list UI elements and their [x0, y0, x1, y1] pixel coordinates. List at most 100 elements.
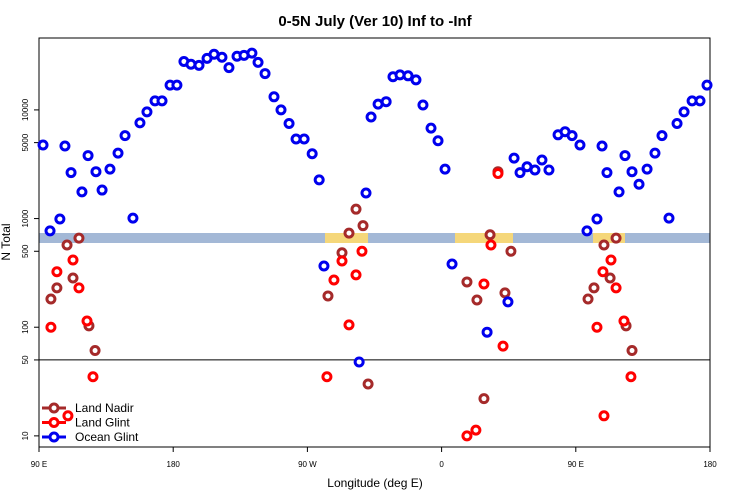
- point: [484, 229, 496, 241]
- point: [671, 117, 683, 129]
- point: [649, 147, 661, 159]
- point: [380, 96, 392, 108]
- point: [485, 239, 497, 251]
- point: [641, 163, 653, 175]
- point: [610, 282, 622, 294]
- point: [591, 321, 603, 333]
- point: [357, 220, 369, 232]
- point: [318, 260, 330, 272]
- x-tick-label: 90 E: [31, 460, 47, 469]
- point: [37, 139, 49, 151]
- point: [536, 154, 548, 166]
- point: [298, 133, 310, 145]
- point: [81, 315, 93, 327]
- x-tick-label: 180: [703, 460, 717, 469]
- point: [678, 106, 690, 118]
- point: [598, 239, 610, 251]
- x-tick-label: 90 E: [568, 460, 584, 469]
- point: [67, 254, 79, 266]
- point: [350, 203, 362, 215]
- point: [492, 167, 504, 179]
- y-axis-label: N Total: [0, 223, 13, 260]
- point: [581, 225, 593, 237]
- point: [362, 378, 374, 390]
- point: [499, 287, 511, 299]
- point: [127, 212, 139, 224]
- point: [353, 356, 365, 368]
- point: [656, 130, 668, 142]
- point: [45, 293, 57, 305]
- point: [497, 340, 509, 352]
- point: [156, 95, 168, 107]
- point: [51, 266, 63, 278]
- point: [470, 424, 482, 436]
- point: [76, 186, 88, 198]
- point: [461, 430, 473, 442]
- point: [591, 213, 603, 225]
- point: [193, 59, 205, 71]
- legend-marker: [48, 431, 60, 443]
- point: [574, 139, 586, 151]
- legend-marker: [48, 417, 60, 428]
- point: [613, 186, 625, 198]
- point: [134, 117, 146, 129]
- point: [104, 163, 116, 175]
- y-tick-label: 10000: [21, 98, 30, 121]
- point: [432, 135, 444, 147]
- band-land: [593, 233, 625, 243]
- point: [529, 164, 541, 176]
- point: [328, 274, 340, 286]
- point: [461, 276, 473, 288]
- point: [59, 140, 71, 152]
- point: [313, 174, 325, 186]
- point: [82, 150, 94, 162]
- point: [417, 99, 429, 111]
- land-band: [39, 233, 710, 243]
- chart-title: 0-5N July (Ver 10) Inf to -Inf: [278, 13, 472, 30]
- point: [505, 245, 517, 257]
- band: [39, 233, 710, 243]
- point: [322, 290, 334, 302]
- point: [365, 111, 377, 123]
- point: [96, 184, 108, 196]
- band-land: [325, 233, 368, 243]
- point: [336, 255, 348, 267]
- band-land: [455, 233, 513, 243]
- point: [439, 163, 451, 175]
- point: [598, 410, 610, 422]
- point: [112, 147, 124, 159]
- point: [481, 326, 493, 338]
- plot-frame: [38, 37, 711, 448]
- point: [73, 232, 85, 244]
- point: [65, 167, 77, 179]
- point: [343, 227, 355, 239]
- point: [321, 371, 333, 383]
- point: [350, 269, 362, 281]
- point: [275, 104, 287, 116]
- point: [605, 254, 617, 266]
- point: [478, 393, 490, 405]
- point: [216, 51, 228, 63]
- point: [141, 106, 153, 118]
- point: [597, 266, 609, 278]
- point: [543, 164, 555, 176]
- point: [633, 178, 645, 190]
- point: [90, 166, 102, 178]
- point: [343, 319, 355, 331]
- point: [356, 245, 368, 257]
- point: [610, 232, 622, 244]
- point: [119, 130, 131, 142]
- point: [588, 282, 600, 294]
- point: [89, 345, 101, 357]
- point: [67, 272, 79, 284]
- point: [663, 212, 675, 224]
- point: [446, 258, 458, 270]
- legend-marker: [48, 402, 60, 414]
- point: [626, 166, 638, 178]
- point: [625, 371, 637, 383]
- point: [502, 296, 514, 308]
- point: [62, 410, 74, 422]
- point: [478, 278, 490, 290]
- point: [259, 68, 271, 80]
